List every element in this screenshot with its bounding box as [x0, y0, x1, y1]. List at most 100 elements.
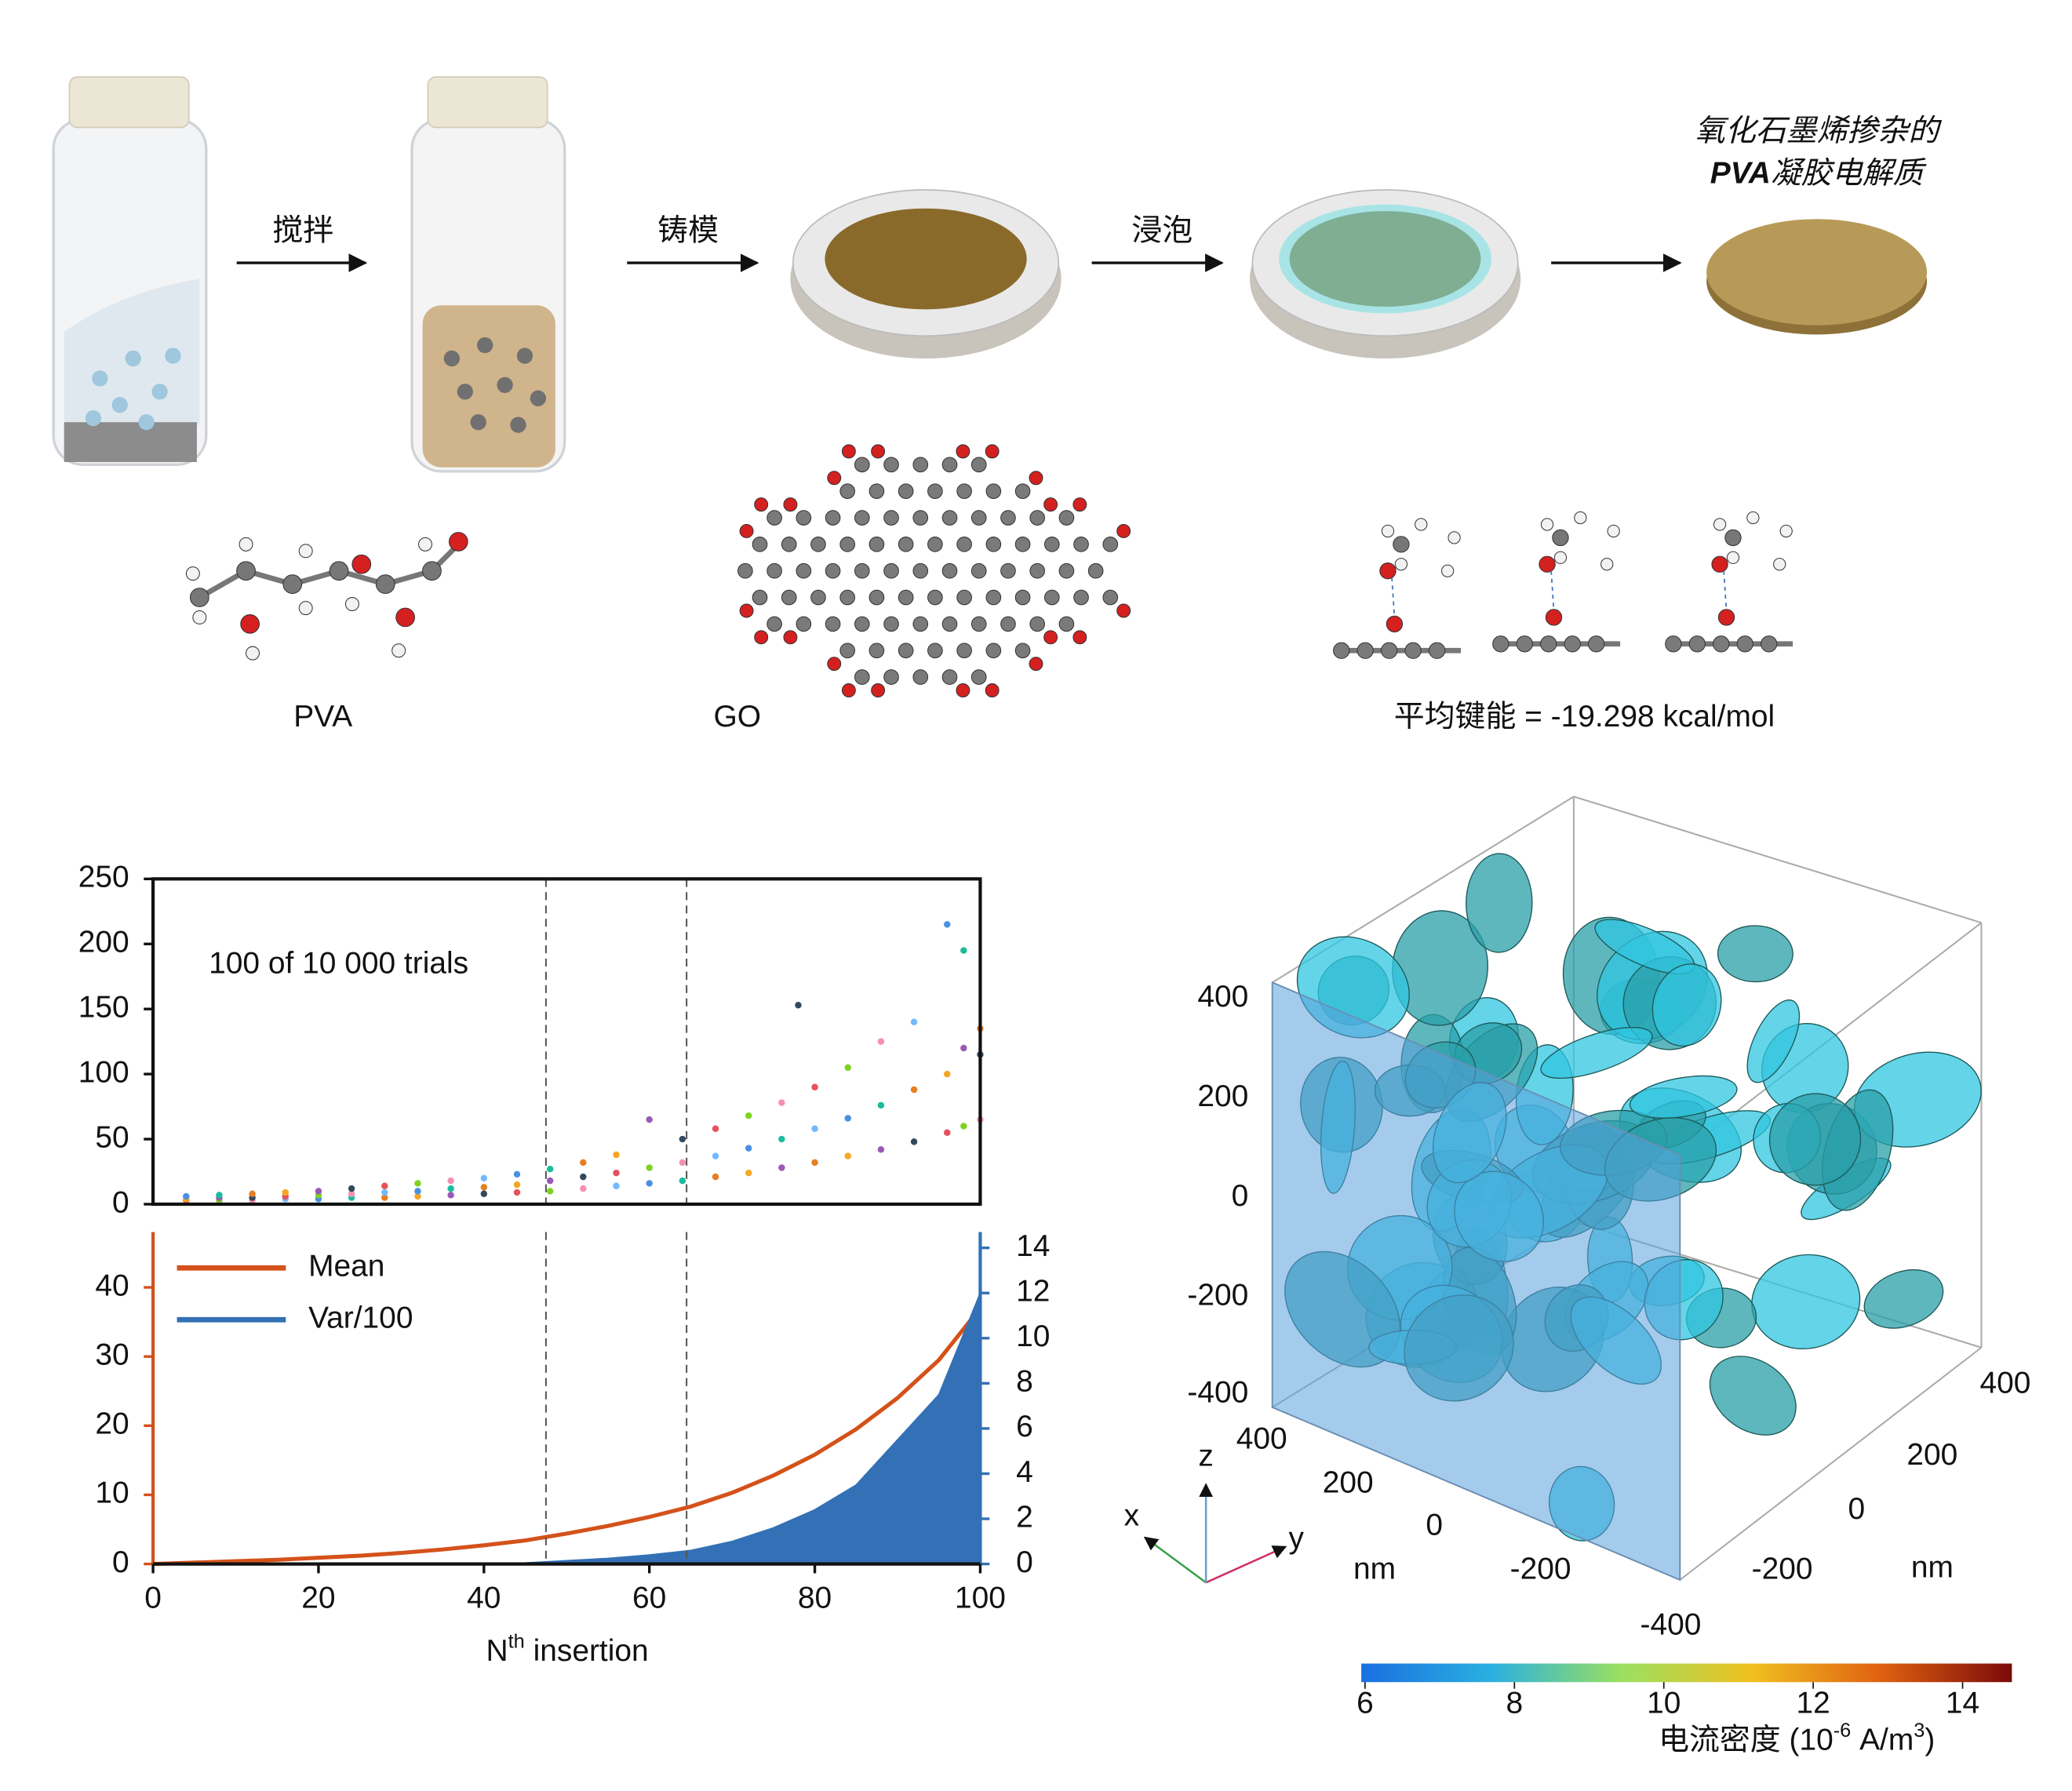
y2-tick-label: 10 — [1016, 1320, 1050, 1353]
point — [282, 1189, 289, 1196]
plot-frame — [151, 877, 982, 1207]
y2-tick-label: 0 — [1016, 1545, 1033, 1579]
y2-tick-label: 12 — [1016, 1275, 1050, 1309]
point — [580, 1159, 587, 1167]
atom — [1043, 497, 1058, 512]
point — [679, 1159, 686, 1167]
atom — [1773, 558, 1786, 571]
y-tick-label: 200 — [1906, 1438, 1957, 1472]
cube-plot: 400 200 0 -200 -400 400 200 0 -200 -400 400 200 0 -20… — [1124, 795, 2030, 1720]
product-label: 氧化石墨烯掺杂的 — [1695, 115, 1942, 148]
atom — [282, 574, 303, 594]
point — [646, 1164, 653, 1171]
atom — [767, 616, 782, 632]
x-tick-label: 60 — [632, 1582, 666, 1615]
point — [778, 1099, 785, 1106]
atom — [854, 616, 870, 632]
atom — [239, 537, 253, 551]
atom — [395, 607, 415, 628]
atom — [1553, 551, 1568, 564]
atom — [391, 643, 406, 658]
x-axis-label-part: th — [508, 1630, 525, 1652]
atom — [1552, 529, 1569, 547]
atom — [898, 589, 914, 606]
atom — [796, 562, 812, 579]
y-tick-label: 30 — [95, 1338, 129, 1371]
point — [811, 1125, 818, 1133]
triad-label: y — [1288, 1521, 1304, 1555]
y-tick-label: 20 — [95, 1407, 129, 1441]
atom — [927, 483, 943, 499]
atom — [1688, 635, 1706, 653]
x-tick-label: 400 — [1236, 1422, 1287, 1455]
colorbar-tick-label: 12 — [1796, 1686, 1830, 1720]
atom — [927, 643, 943, 659]
triad-label: x — [1124, 1499, 1140, 1533]
point — [546, 1177, 554, 1185]
atom — [1588, 635, 1605, 653]
triad-label: z — [1198, 1439, 1213, 1472]
atom — [1516, 635, 1533, 653]
particle — [1629, 1075, 1738, 1119]
atom — [1014, 643, 1031, 659]
atom — [1540, 518, 1554, 531]
atom — [868, 483, 885, 499]
point — [844, 1064, 851, 1072]
atom — [985, 483, 1002, 499]
particle — [1717, 925, 1793, 983]
point — [944, 1129, 951, 1136]
y-unit: nm — [1911, 1551, 1954, 1585]
colorbar-label-part: 电流密度 (10 — [1659, 1724, 1833, 1757]
y-tick-label: 50 — [95, 1120, 129, 1154]
atom — [754, 497, 769, 512]
point — [844, 1152, 851, 1159]
atom — [1607, 524, 1620, 538]
point — [580, 1185, 587, 1192]
hydrogen-bond — [1550, 570, 1555, 611]
point — [811, 1083, 818, 1090]
x-tick-label: 80 — [798, 1582, 832, 1615]
point — [944, 921, 951, 928]
point — [480, 1190, 488, 1197]
atom — [839, 483, 855, 499]
atom — [1441, 564, 1455, 577]
point — [910, 1138, 918, 1145]
atom — [854, 562, 870, 579]
atom — [1394, 558, 1408, 571]
point — [447, 1185, 454, 1192]
atom — [898, 537, 914, 552]
atom — [783, 630, 798, 645]
point — [910, 1086, 918, 1094]
cube-face — [1271, 981, 1681, 1582]
point — [712, 1152, 719, 1159]
y-tick-label: 100 — [78, 1055, 129, 1089]
atom — [854, 510, 870, 526]
colorbar-tick-label: 6 — [1356, 1686, 1374, 1720]
point — [613, 1169, 620, 1177]
atom — [1713, 635, 1730, 653]
cube-edge — [1679, 1346, 1983, 1581]
atom — [825, 562, 841, 579]
y-tick-label: -200 — [1752, 1552, 1813, 1585]
colorbar-label: 电流密度 (10-6 A/m3) — [1659, 1720, 1935, 1757]
atom — [1713, 518, 1727, 531]
atom — [1116, 603, 1131, 618]
step-label: 搅拌 — [272, 213, 333, 247]
legend-label: Mean — [308, 1249, 384, 1283]
atom — [752, 589, 768, 606]
x-tick-label: 0 — [1426, 1509, 1443, 1542]
particle — [1466, 853, 1533, 953]
atom — [941, 669, 958, 685]
atom — [1000, 616, 1016, 632]
point — [447, 1192, 454, 1199]
colorbar-tick-label: 8 — [1506, 1686, 1523, 1720]
atom — [796, 616, 812, 632]
atom — [927, 589, 943, 606]
point — [811, 1159, 818, 1167]
atom — [737, 562, 753, 579]
x-axis-label-part: insertion — [525, 1634, 649, 1668]
atom — [329, 561, 349, 581]
point — [546, 1188, 554, 1195]
atom — [985, 683, 1000, 697]
molecule-label: GO — [713, 700, 761, 734]
